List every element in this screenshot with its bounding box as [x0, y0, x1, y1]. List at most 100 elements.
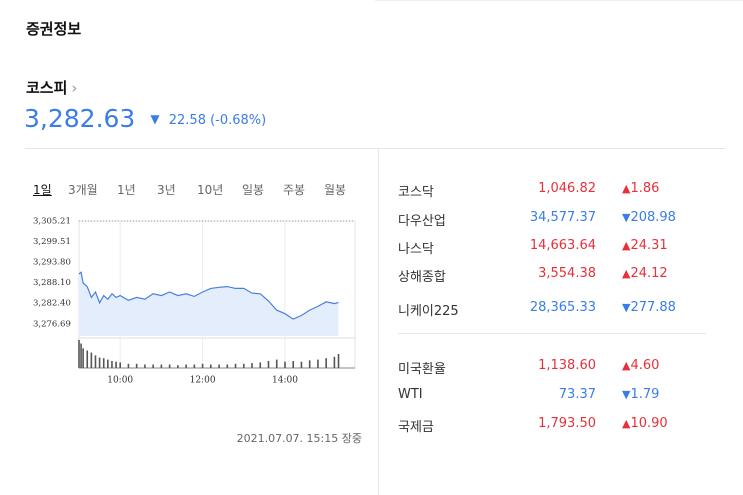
y-tick-label: 3,299.51: [33, 237, 71, 247]
index-name[interactable]: 코스피 ›: [26, 77, 77, 98]
volume-bar: [226, 364, 229, 368]
x-tick-label: 10:00: [107, 376, 133, 386]
period-tab[interactable]: 주봉: [283, 183, 306, 197]
index-quote: 3,282.63 ▼ 22.58 (-0.68%): [24, 104, 266, 133]
change-value: 1.79: [630, 387, 660, 402]
market-name[interactable]: 미국환율: [398, 362, 446, 377]
volume-bar: [259, 362, 262, 368]
change-arrow: ▼: [622, 388, 631, 401]
market-value: 14,663.64: [529, 238, 596, 253]
volume-bar: [201, 363, 204, 368]
market-change: ▲4.60: [622, 358, 659, 373]
period-tab[interactable]: 3년: [157, 183, 176, 197]
period-tab[interactable]: 10년: [197, 183, 224, 197]
volume-bar: [275, 359, 278, 368]
market-change: ▲1.86: [622, 181, 659, 196]
market-value: 34,577.37: [529, 210, 596, 225]
divider: [398, 333, 706, 334]
x-tick-label: 12:00: [190, 376, 216, 386]
change-value: 24.31: [630, 238, 668, 253]
change-arrow: ▲: [622, 239, 631, 252]
period-tab[interactable]: 3개월: [68, 183, 98, 197]
volume-bar: [86, 350, 89, 368]
market-name[interactable]: 코스닥: [398, 185, 434, 200]
change-arrow: ▲: [622, 359, 631, 372]
y-tick-label: 3,288.10: [33, 278, 71, 288]
volume-bar: [115, 361, 117, 368]
change-arrow: ▲: [622, 267, 631, 280]
volume-bar: [185, 364, 187, 368]
index-name-text[interactable]: 코스피: [26, 79, 68, 97]
volume-bar: [210, 364, 212, 368]
volume-bar: [292, 361, 295, 368]
index-change: 22.58 (-0.68%): [168, 113, 267, 128]
market-change: ▼1.79: [622, 387, 659, 402]
timestamp: 2021.07.07. 15:15 장중: [236, 432, 362, 445]
market-value: 73.37: [558, 387, 596, 402]
market-value: 1,793.50: [538, 416, 596, 431]
change-arrow: ▲: [622, 182, 631, 195]
change-value: 1.86: [630, 181, 660, 196]
market-value: 3,554.38: [538, 266, 596, 281]
divider: [378, 149, 379, 495]
area: [79, 272, 339, 336]
market-change: ▲24.12: [622, 266, 668, 281]
volume-bar: [218, 364, 220, 368]
chevron: ›: [71, 79, 78, 97]
volume-bar: [317, 359, 319, 368]
market-name[interactable]: WTI: [398, 387, 423, 402]
market-change: ▲24.31: [622, 238, 668, 253]
volume-bar: [284, 361, 286, 368]
volume-bar: [234, 363, 237, 368]
change-arrow: ▼: [622, 301, 631, 314]
volume-bar: [267, 361, 270, 368]
market-name[interactable]: 나스닥: [398, 242, 434, 257]
x-tick-label: 14:00: [272, 376, 298, 386]
volume-bar: [193, 364, 196, 368]
period-tab[interactable]: 일봉: [242, 183, 265, 197]
change-arrow: ▲: [622, 417, 631, 430]
chart: 10:00 12:00 14:00 3,305.21 3,299.51 3,293.80 3…: [33, 217, 356, 386]
index-value: 3,282.63: [24, 104, 136, 133]
divider: [375, 0, 743, 1]
market-name[interactable]: 다우산업: [398, 214, 446, 229]
volume-bar: [242, 363, 245, 368]
market-name[interactable]: 국제금: [398, 420, 434, 435]
volume-bar: [300, 361, 303, 368]
volume-bar: [119, 362, 121, 368]
y-tick-label: 3,305.21: [33, 217, 71, 227]
volume-bar: [308, 360, 311, 368]
y-tick-label: 3,293.80: [33, 258, 71, 268]
volume-bar: [80, 343, 82, 368]
volume-bar: [160, 364, 163, 368]
volume-bar: [251, 363, 253, 368]
volume-bar: [78, 340, 80, 368]
volume-bar: [135, 363, 138, 368]
change-value: 208.98: [630, 210, 676, 225]
period-tab[interactable]: 1일: [33, 183, 52, 197]
market-value: 1,046.82: [538, 181, 596, 196]
change-value: 10.90: [630, 416, 668, 431]
volume-bar: [111, 361, 113, 368]
change-arrow: ▼: [150, 112, 160, 126]
volume-bar: [98, 357, 101, 368]
volume-bar: [102, 358, 105, 368]
change-value: 277.88: [630, 300, 676, 315]
period-tab[interactable]: 1년: [117, 183, 136, 197]
market-name[interactable]: 니케이225: [398, 304, 459, 319]
market-change: ▲10.90: [622, 416, 668, 431]
market-name[interactable]: 상해종합: [398, 270, 446, 285]
y-tick-label: 3,282.40: [33, 299, 71, 309]
market-change: ▼277.88: [622, 300, 676, 315]
volume-bar: [333, 356, 336, 368]
volume-bar: [337, 354, 340, 368]
widget-title: 증권정보: [26, 20, 82, 38]
volume-bar: [325, 358, 327, 368]
y-tick-label: 3,276.69: [33, 319, 71, 329]
volume-bar: [94, 355, 97, 368]
volume-bar: [107, 359, 109, 368]
line: [78, 271, 339, 320]
period-tab[interactable]: 월봉: [324, 183, 347, 197]
market-value: 28,365.33: [529, 300, 596, 315]
